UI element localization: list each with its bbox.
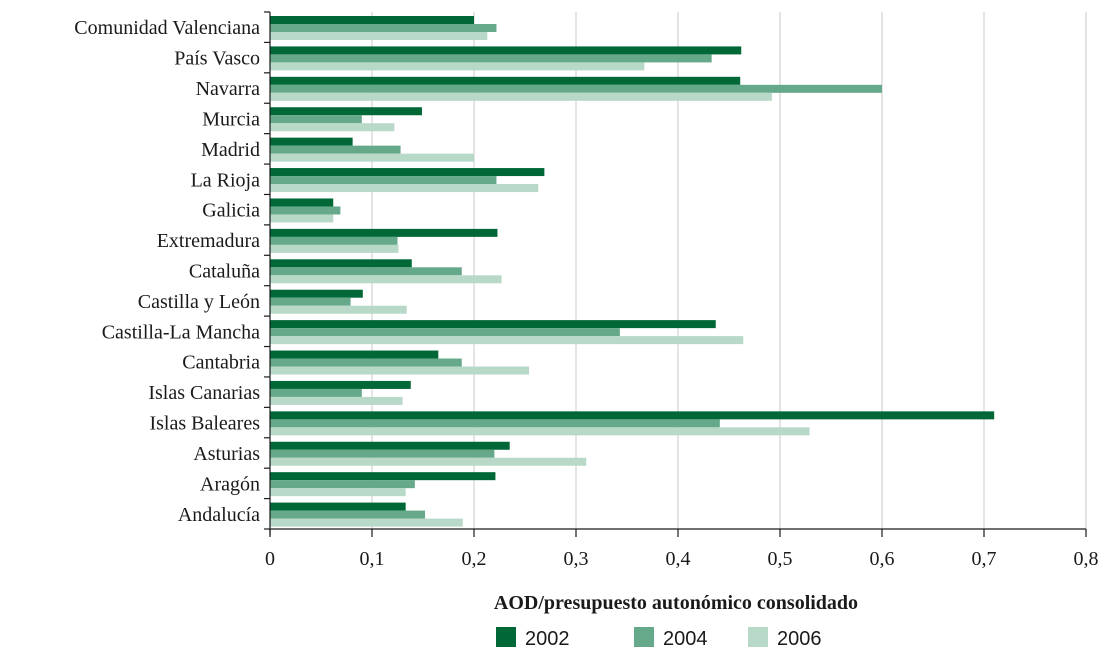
- bar-2004: [270, 419, 720, 428]
- bar-2004: [270, 267, 462, 276]
- bar-2004: [270, 328, 620, 337]
- axes: [264, 11, 1087, 537]
- category-label: Comunidad Valenciana: [74, 17, 260, 39]
- category-label: La Rioja: [191, 169, 261, 191]
- bar-2006: [270, 336, 744, 345]
- bar-2006: [270, 184, 539, 193]
- bar-2006: [270, 92, 772, 101]
- category-label: Asturias: [193, 443, 260, 465]
- category-label: Extremadura: [157, 230, 260, 252]
- bar-2002: [270, 228, 498, 237]
- bar-2002: [270, 289, 363, 298]
- bar-2004: [270, 449, 495, 458]
- bar-2002: [270, 198, 334, 207]
- bar-2002: [270, 168, 545, 177]
- category-labels: Comunidad Valenciana País Vasco Navarra Mur…: [74, 17, 260, 526]
- bar-2002: [270, 502, 406, 511]
- legend-swatch: [748, 627, 768, 647]
- legend: 2002 2004 2006: [496, 627, 822, 650]
- bar-2006: [270, 457, 587, 466]
- x-tick-label: 0,8: [1074, 548, 1099, 570]
- category-label: Castilla-La Mancha: [102, 321, 260, 343]
- legend-label: 2004: [663, 628, 708, 650]
- bar-2002: [270, 107, 422, 116]
- x-tick-label: 0,6: [870, 548, 895, 570]
- bar-2002: [270, 350, 439, 359]
- bars: [270, 16, 995, 527]
- category-label: Castilla y León: [138, 291, 260, 313]
- bar-2004: [270, 54, 712, 63]
- bar-2004: [270, 115, 362, 124]
- bar-2002: [270, 441, 510, 450]
- category-label: Galicia: [202, 200, 260, 222]
- bar-2006: [270, 214, 334, 223]
- bar-2006: [270, 244, 399, 253]
- legend-item-2006: 2006: [748, 627, 822, 650]
- bar-2006: [270, 275, 502, 284]
- legend-item-2002: 2002: [496, 627, 570, 650]
- bar-2006: [270, 396, 403, 405]
- bar-2002: [270, 380, 411, 389]
- legend-label: 2006: [777, 628, 822, 650]
- bar-2006: [270, 427, 810, 436]
- bar-2004: [270, 145, 401, 154]
- bar-2002: [270, 411, 995, 420]
- category-label: Islas Baleares: [149, 413, 260, 435]
- bar-2006: [270, 153, 474, 162]
- tick-labels: 0 0,1 0,2 0,3 0,4 0,5 0,6 0,7 0,8: [265, 548, 1099, 570]
- category-label: Cantabria: [182, 352, 260, 374]
- bar-2004: [270, 176, 497, 185]
- category-label: Aragón: [200, 473, 260, 495]
- bar-2002: [270, 137, 353, 146]
- category-label: Cataluña: [189, 261, 260, 283]
- bar-2006: [270, 123, 395, 132]
- bar-2004: [270, 358, 462, 367]
- category-label: Andalucía: [178, 504, 260, 526]
- bar-2006: [270, 488, 406, 497]
- category-label: Islas Canarias: [148, 382, 260, 404]
- x-tick-label: 0: [265, 548, 275, 570]
- category-label: Murcia: [202, 108, 260, 130]
- bar-2004: [270, 297, 351, 306]
- bar-2006: [270, 305, 407, 314]
- legend-item-2004: 2004: [634, 627, 708, 650]
- x-tick-label: 0,1: [360, 548, 385, 570]
- x-tick-label: 0,7: [972, 548, 997, 570]
- bar-2002: [270, 472, 496, 481]
- bar-2004: [270, 510, 426, 519]
- bar-2004: [270, 84, 882, 93]
- bar-2006: [270, 62, 645, 71]
- category-label: Madrid: [201, 139, 260, 161]
- bar-2006: [270, 518, 463, 527]
- category-label: Navarra: [196, 78, 261, 100]
- bar-2002: [270, 16, 474, 24]
- x-tick-label: 0,2: [462, 548, 487, 570]
- bar-2006: [270, 366, 530, 375]
- category-label: País Vasco: [174, 48, 260, 70]
- legend-swatch: [496, 627, 516, 647]
- bar-2004: [270, 236, 398, 245]
- legend-label: 2002: [525, 628, 570, 650]
- bar-2002: [270, 259, 412, 268]
- x-tick-label: 0,5: [768, 548, 793, 570]
- bar-2004: [270, 206, 341, 215]
- x-axis-title: AOD/presupuesto autonómico consolidado: [494, 592, 858, 614]
- x-tick-label: 0,4: [666, 548, 691, 570]
- x-tick-label: 0,3: [564, 548, 589, 570]
- bar-2004: [270, 24, 497, 32]
- legend-swatch: [634, 627, 654, 647]
- bar-2002: [270, 46, 742, 55]
- bar-2002: [270, 76, 741, 85]
- bar-2004: [270, 388, 362, 397]
- bar-2006: [270, 32, 488, 40]
- bar-2002: [270, 320, 716, 329]
- bar-2004: [270, 480, 415, 489]
